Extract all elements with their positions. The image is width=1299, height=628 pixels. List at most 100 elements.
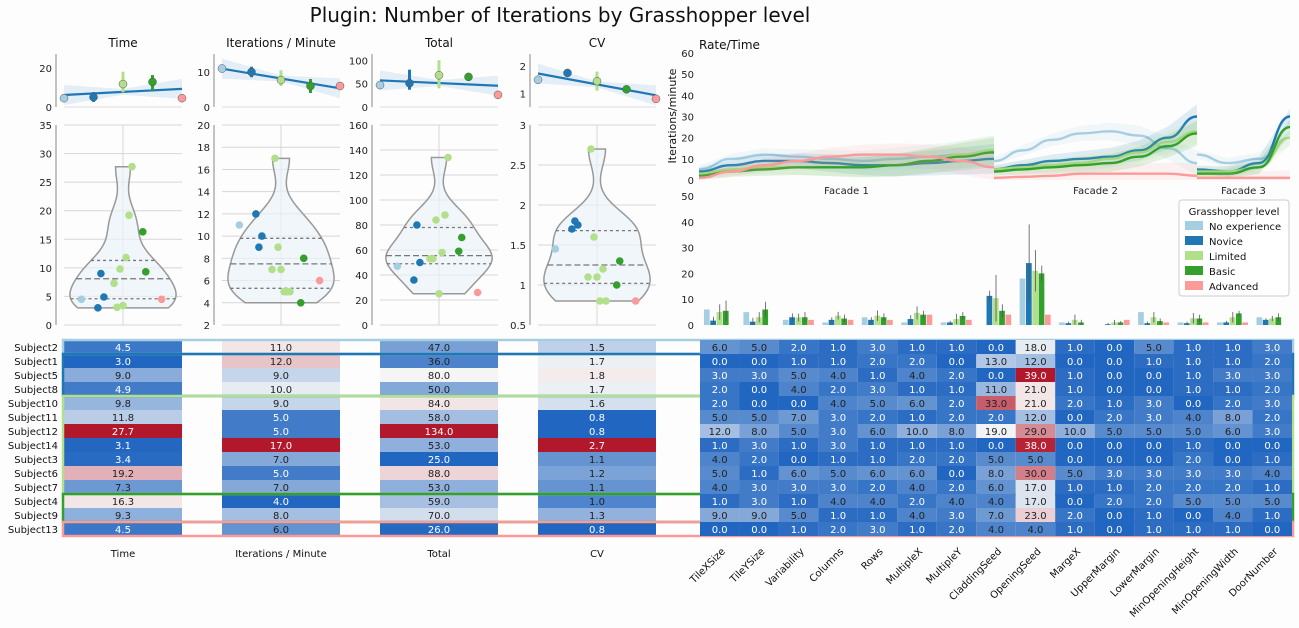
cell-label: 5.0 <box>988 455 1004 466</box>
point-basic <box>299 254 308 263</box>
point-novice <box>255 243 263 252</box>
cell-label: 0.0 <box>1264 525 1280 536</box>
heat-cell <box>380 396 498 410</box>
heat-cell <box>538 494 656 508</box>
heat-cell <box>380 438 498 452</box>
heat-cell <box>1134 480 1174 494</box>
heat-cell <box>64 452 182 466</box>
heat-cell <box>538 452 656 466</box>
cell-label: 1.0 <box>1067 483 1083 494</box>
heat-cell <box>976 522 1016 536</box>
heat-cell <box>778 494 819 508</box>
point-limited <box>283 287 291 296</box>
heat-cell <box>1055 480 1095 494</box>
y-tick-label: 20 <box>355 296 368 307</box>
legend-label: Basic <box>1209 267 1235 278</box>
point-limited <box>584 273 592 281</box>
cell-label: 5.0 <box>791 511 807 522</box>
heat-cell <box>739 438 779 452</box>
heat-cell <box>739 424 779 438</box>
cell-label: 6.0 <box>273 525 289 536</box>
cell-label: 1.0 <box>712 441 728 452</box>
heat-cell <box>1094 368 1135 382</box>
legend-swatch <box>1185 266 1203 275</box>
bar-rows-no-experience <box>861 317 868 325</box>
cell-label: 1.0 <box>1067 343 1083 354</box>
cell-label: 9.3 <box>115 511 131 522</box>
cell-label: 2.0 <box>949 399 965 410</box>
cell-label: 3.0 <box>1225 371 1241 382</box>
y-tick-label: 40 <box>681 218 694 229</box>
cell-label: 50.0 <box>428 385 450 396</box>
heat-cell <box>1015 452 1056 466</box>
y-tick-label: 30 <box>681 244 694 255</box>
cell-label: 0.0 <box>1146 371 1162 382</box>
heat-cell <box>538 424 656 438</box>
point-basic <box>464 72 473 82</box>
cell-label: 3.0 <box>751 441 767 452</box>
cell-label: 1.0 <box>830 343 846 354</box>
cell-label: 2.0 <box>1067 399 1083 410</box>
panel-title: Total <box>424 36 453 50</box>
bar-lowermargin-advanced <box>1163 322 1170 325</box>
point-limited <box>271 154 279 163</box>
y-tick-label: 10 <box>681 295 694 306</box>
heat-cell <box>1134 438 1174 452</box>
point-novice <box>258 232 266 240</box>
cell-label: 1.0 <box>791 497 807 508</box>
heat-cell <box>739 480 779 494</box>
y-tick-label: 40 <box>355 271 368 282</box>
heat-cell <box>897 438 937 452</box>
y-tick-label: 100 <box>349 196 368 207</box>
cell-label: 2.0 <box>712 399 728 410</box>
cell-label: 1.0 <box>751 469 767 480</box>
point-novice <box>94 304 102 312</box>
y-tick-label: 10 <box>39 264 52 275</box>
heat-cell <box>818 424 858 438</box>
cell-label: 4.0 <box>273 497 289 508</box>
cell-label: 0.0 <box>1106 511 1122 522</box>
heat-cell <box>936 382 977 396</box>
heat-cell <box>222 438 340 452</box>
heat-cell <box>1173 466 1214 480</box>
heat-cell <box>897 494 937 508</box>
point-novice <box>413 221 421 229</box>
bar-doornumber-novice <box>1262 319 1269 325</box>
cell-label: 1.5 <box>589 343 605 354</box>
cell-label: 12.0 <box>1024 413 1046 424</box>
heat-cell <box>976 396 1016 410</box>
cell-label: 6.0 <box>1225 427 1241 438</box>
bar-openingseed-advanced <box>1044 314 1051 325</box>
row-label: Subject4 <box>14 497 58 508</box>
rate-time-chart: Rate/Time Iterations/minute 0 10 20 30 40 50 60 F… <box>666 38 1291 197</box>
point-no-experience <box>375 80 385 90</box>
y-tick-label: 0 <box>688 176 694 187</box>
trend-novice <box>993 115 1198 171</box>
bar-minopeningwidth-basic <box>1235 313 1242 325</box>
y-tick-label: 30 <box>681 113 694 124</box>
heat-cell <box>1094 522 1135 536</box>
heat-cell <box>818 354 858 368</box>
heat-cell <box>1173 452 1214 466</box>
point-advanced <box>177 93 187 103</box>
y-tick-label: 10 <box>681 155 694 166</box>
cell-label: 1.0 <box>1225 385 1241 396</box>
cell-label: 3.0 <box>115 357 131 368</box>
heat-cell <box>1094 508 1135 522</box>
cell-label: 23.0 <box>1024 511 1046 522</box>
point-no-experience <box>235 221 244 229</box>
cell-label: 4.0 <box>1028 525 1044 536</box>
cell-label: 3.0 <box>791 483 807 494</box>
trend-limited <box>993 130 1198 171</box>
point-basic <box>138 228 147 236</box>
cell-label: 5.0 <box>1185 497 1201 508</box>
cell-label: 11.8 <box>112 413 134 424</box>
bar-rows-advanced <box>887 319 893 325</box>
heat-cell <box>739 494 779 508</box>
row-label: Subject6 <box>14 469 58 480</box>
heat-cell <box>64 368 182 382</box>
heat-cell <box>1173 424 1214 438</box>
heat-cell <box>700 480 740 494</box>
heat-cell <box>1094 466 1135 480</box>
point-advanced <box>651 94 661 104</box>
